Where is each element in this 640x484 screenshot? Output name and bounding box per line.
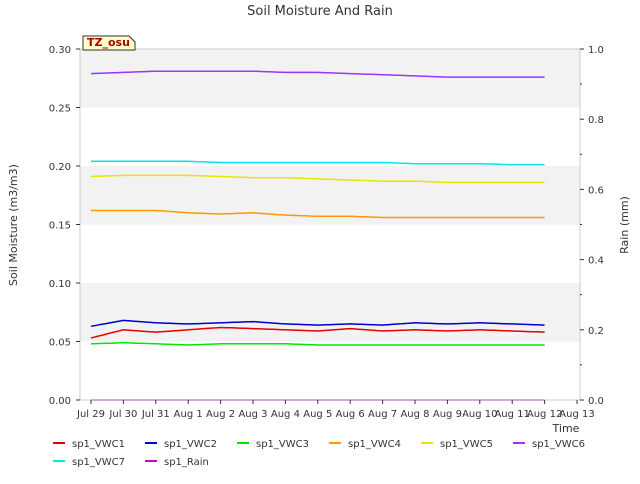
- chart-title: Soil Moisture And Rain: [247, 4, 393, 19]
- y-right-tick-label: 0.8: [588, 115, 604, 126]
- y-right-tick-label: 0.4: [588, 256, 604, 267]
- y-right-tick-label: 0.6: [588, 185, 604, 196]
- legend-label-sp1_VWC1: sp1_VWC1: [72, 439, 125, 450]
- legend-label-sp1_VWC2: sp1_VWC2: [164, 439, 217, 450]
- y-left-tick-label: 0.15: [49, 221, 71, 232]
- y-right-tick-label: 0.2: [588, 326, 604, 337]
- series-line-sp1_VWC5: [90, 174, 545, 184]
- x-axis-label: Time: [552, 422, 580, 435]
- y-left-tick-label: 0.00: [49, 396, 71, 407]
- legend-label-sp1_VWC4: sp1_VWC4: [348, 439, 401, 450]
- y-axis-right-label: Rain (mm): [618, 196, 631, 254]
- x-tick-label: Aug 4: [271, 409, 300, 420]
- station-label: TZ_osu: [87, 36, 130, 49]
- x-tick-label: Jul 29: [76, 409, 105, 420]
- x-tick-label: Aug 13: [559, 409, 594, 420]
- legend-label-sp1_VWC6: sp1_VWC6: [532, 439, 585, 450]
- legend-label-sp1_VWC3: sp1_VWC3: [256, 439, 309, 450]
- x-tick-label: Aug 2: [206, 409, 235, 420]
- series-line-sp1_VWC4: [91, 209, 545, 219]
- series-line-sp1_VWC6: [90, 70, 545, 78]
- legend-label-sp1_VWC5: sp1_VWC5: [440, 439, 493, 450]
- axis-ticks: 0.00 0.05 0.10 0.15 0.20 0.25 0.30 0.0 0.2 0.4 0.6…: [49, 45, 604, 420]
- x-tick-label: Aug 1: [174, 409, 203, 420]
- y-left-tick-label: 0.20: [49, 162, 71, 173]
- x-tick-label: Aug 6: [336, 409, 365, 420]
- y-axis-left-label: Soil Moisture (m3/m3): [7, 164, 20, 286]
- series-line-sp1_VWC1: [90, 326, 545, 339]
- x-tick-label: Aug 8: [400, 409, 429, 420]
- x-tick-label: Aug 7: [368, 409, 397, 420]
- x-tick-label: Aug 12: [527, 409, 562, 420]
- y-left-tick-label: 0.10: [49, 279, 71, 290]
- legend-label-sp1_Rain: sp1_Rain: [164, 457, 209, 468]
- x-tick-label: Aug 5: [303, 409, 332, 420]
- background-band: [80, 49, 580, 108]
- x-tick-label: Aug 11: [494, 409, 529, 420]
- y-right-tick-label: 1.0: [588, 45, 604, 56]
- station-label-box: TZ_osu: [82, 35, 136, 51]
- x-tick-label: Jul 30: [108, 409, 137, 420]
- y-left-tick-label: 0.25: [49, 104, 71, 115]
- plot-background-bands: [80, 49, 580, 342]
- series-lines: [90, 70, 545, 401]
- series-line-sp1_VWC3: [90, 341, 545, 346]
- legend: sp1_VWC1 sp1_VWC2 sp1_VWC3 sp1_VWC4 sp1_VWC5…: [53, 439, 585, 468]
- x-tick-label: Aug 3: [238, 409, 267, 420]
- series-line-sp1_VWC2: [90, 319, 545, 328]
- x-tick-label: Jul 31: [141, 409, 170, 420]
- y-left-tick-label: 0.05: [49, 338, 71, 349]
- y-right-tick-label: 0.0: [588, 396, 604, 407]
- x-tick-label: Aug 9: [433, 409, 462, 420]
- series-line-sp1_VWC7: [91, 160, 545, 166]
- legend-label-sp1_VWC7: sp1_VWC7: [72, 457, 125, 468]
- y-left-tick-label: 0.30: [49, 45, 71, 56]
- x-tick-label: Aug 10: [462, 409, 497, 420]
